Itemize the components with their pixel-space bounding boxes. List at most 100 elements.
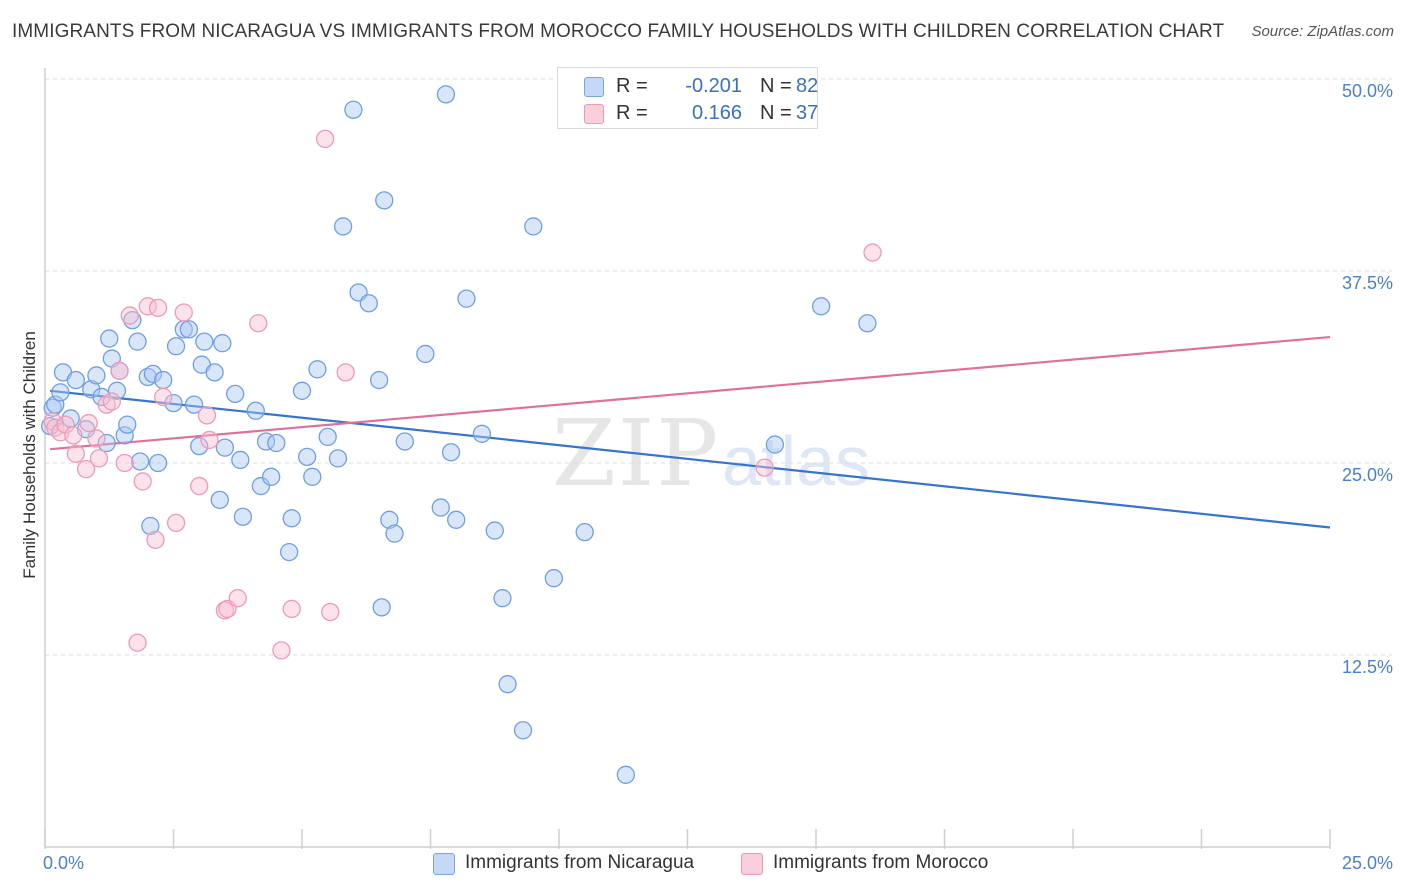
y-tick-label: 37.5%: [1342, 273, 1393, 293]
nicaragua-point: [441, 443, 461, 462]
nicaragua-point: [179, 320, 199, 339]
nicaragua-point: [51, 383, 70, 402]
x-tick-label: 0.0%: [43, 853, 84, 873]
nicaragua-point: [43, 398, 62, 417]
n-label: N =: [760, 102, 792, 124]
morocco-point: [97, 395, 116, 414]
nicaragua-point: [107, 381, 127, 400]
nicaragua-point: [97, 433, 116, 453]
nicaragua-point: [811, 297, 831, 316]
morocco-legend-label: Immigrants from Morocco: [773, 852, 989, 873]
morocco-trend-line: [50, 335, 1331, 451]
nicaragua-point: [166, 337, 186, 356]
nicaragua-point: [447, 510, 466, 529]
nicaragua-point: [246, 401, 265, 420]
morocco-point: [128, 633, 147, 652]
morocco-point: [200, 430, 219, 450]
nicaragua-point: [282, 509, 301, 528]
n-value: 37: [796, 102, 819, 124]
morocco-point: [89, 449, 109, 468]
axes: [44, 68, 1331, 849]
morocco-point: [79, 413, 98, 433]
nicaragua-point: [210, 490, 229, 510]
nicaragua-point: [205, 363, 224, 382]
nicaragua-point: [344, 100, 363, 119]
gridlines: [45, 78, 1392, 656]
data-points: [40, 85, 882, 784]
nicaragua-point: [100, 329, 119, 348]
nicaragua-point: [251, 476, 271, 496]
y-tick-label: 50.0%: [1342, 81, 1393, 101]
nicaragua-point: [380, 510, 399, 529]
morocco-point: [321, 602, 340, 622]
nicaragua-point: [118, 415, 137, 434]
nicaragua-swatch: [584, 77, 604, 97]
morocco-point: [336, 363, 355, 382]
nicaragua-point: [369, 370, 389, 390]
nicaragua-point: [128, 332, 147, 351]
nicaragua-point: [544, 569, 564, 588]
nicaragua-point: [498, 675, 517, 694]
nicaragua-point: [858, 314, 877, 333]
nicaragua-point: [292, 381, 312, 400]
nicaragua-point: [472, 424, 492, 443]
morocco-point: [154, 387, 173, 407]
nicaragua-point: [372, 598, 391, 617]
morocco-point: [174, 303, 193, 322]
nicaragua-point: [385, 524, 404, 543]
nicaragua-point: [148, 453, 168, 473]
nicaragua-point: [226, 384, 245, 404]
nicaragua-point: [279, 542, 299, 562]
y-tick-label: 12.5%: [1342, 657, 1393, 677]
morocco-point: [87, 429, 106, 448]
morocco-point: [146, 530, 165, 549]
n-label: N =: [760, 75, 792, 97]
nicaragua-legend-label: Immigrants from Nicaragua: [465, 852, 695, 873]
nicaragua-point: [87, 366, 106, 385]
nicaragua-point: [616, 765, 635, 784]
nicaragua-point: [308, 360, 327, 379]
morocco-point: [102, 392, 121, 411]
morocco-point: [76, 459, 96, 479]
morocco-point: [115, 453, 134, 473]
n-value: 82: [796, 75, 819, 97]
correlation-legend: R = -0.201 N = 82 R = 0.166 N = 37: [557, 67, 818, 129]
nicaragua-point: [524, 217, 543, 236]
nicaragua-point: [493, 589, 512, 608]
source-credit: Source: ZipAtlas.com: [1251, 23, 1394, 40]
morocco-point: [133, 472, 152, 491]
nicaragua-point: [184, 395, 204, 414]
nicaragua-point: [318, 427, 337, 447]
chart-title: IMMIGRANTS FROM NICARAGUA VS IMMIGRANTS …: [12, 21, 1225, 42]
nicaragua-point: [215, 438, 235, 457]
r-label: R =: [616, 75, 648, 97]
nicaragua-point: [154, 370, 173, 390]
nicaragua-point: [262, 467, 281, 486]
morocco-point: [863, 243, 882, 262]
trend-lines: [50, 335, 1331, 529]
nicaragua-point: [416, 344, 435, 364]
morocco-point: [190, 476, 209, 496]
nicaragua-point: [436, 85, 456, 104]
nicaragua-point: [143, 364, 163, 384]
nicaragua-point: [115, 426, 134, 445]
nicaragua-point: [333, 217, 353, 236]
morocco-point: [272, 641, 291, 660]
r-label: R =: [616, 102, 648, 124]
nicaragua-point: [66, 370, 85, 390]
nicaragua-point: [164, 393, 183, 413]
nicaragua-point: [130, 452, 150, 471]
nicaragua-point: [395, 432, 414, 451]
nicaragua-point: [138, 367, 157, 387]
nicaragua-point: [297, 447, 317, 467]
morocco-point: [66, 444, 85, 463]
nicaragua-point: [328, 449, 348, 468]
x-tick-label: 25.0%: [1342, 853, 1393, 873]
morocco-point: [64, 426, 83, 445]
nicaragua-point: [267, 433, 286, 453]
y-tick-label: 25.0%: [1342, 465, 1393, 485]
nicaragua-point: [195, 332, 214, 351]
r-value: -0.201: [685, 75, 742, 97]
nicaragua-point: [375, 191, 394, 210]
morocco-point: [249, 314, 268, 333]
